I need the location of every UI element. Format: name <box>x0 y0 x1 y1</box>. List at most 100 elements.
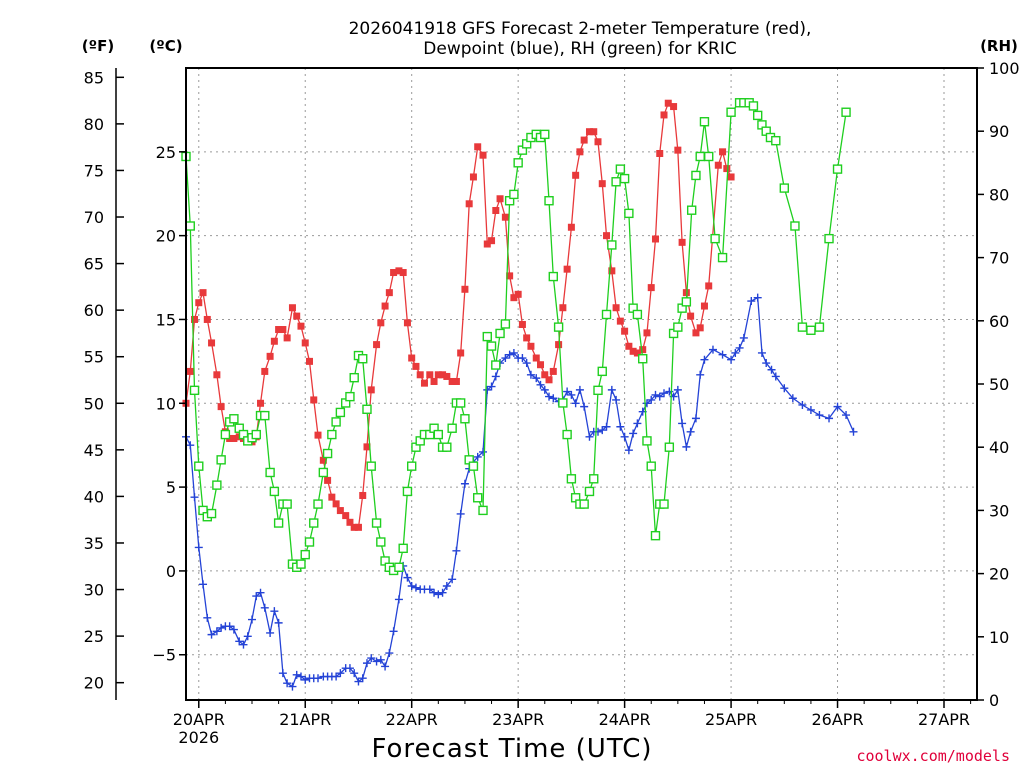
fahrenheit-tick-label: 70 <box>84 208 104 227</box>
rh-point <box>318 467 329 478</box>
dewpoint-point <box>350 669 359 678</box>
rh-point <box>216 455 226 465</box>
rh-point <box>642 436 652 446</box>
rh-point <box>619 173 630 184</box>
temperature-point <box>359 491 367 499</box>
temperature-point <box>664 99 672 107</box>
temperature-point <box>585 128 593 136</box>
temperature-point <box>621 327 629 335</box>
dewpoint-point <box>655 392 664 401</box>
rh-point <box>455 398 466 408</box>
dewpoint-point <box>407 582 416 591</box>
dewpoint-point <box>612 395 621 404</box>
temperature-point <box>448 377 456 385</box>
rh-point <box>212 480 222 490</box>
dewpoint-point <box>194 543 203 552</box>
rh-point <box>194 461 204 471</box>
dewpoint-point <box>647 395 656 404</box>
rh-point <box>331 417 341 427</box>
temperature-point <box>678 238 686 246</box>
temperature-point <box>390 269 398 277</box>
fahrenheit-tick-label: 55 <box>84 348 104 367</box>
unit-label-fahrenheit: (ºF) <box>82 37 114 55</box>
dewpoint-point <box>753 293 762 302</box>
dewpoint-point <box>501 354 510 363</box>
temperature-point <box>492 206 500 214</box>
dewpoint-point <box>620 432 629 441</box>
rh-point <box>593 385 603 396</box>
rh-point <box>468 461 479 471</box>
rh-point <box>664 442 675 452</box>
temperature-point <box>310 396 318 404</box>
temperature-point <box>408 354 416 362</box>
dewpoint-point <box>212 627 221 636</box>
rh-point <box>398 543 408 554</box>
rh-point <box>562 429 572 440</box>
dewpoint-point <box>509 348 518 357</box>
fahrenheit-tick-label: 20 <box>84 674 104 693</box>
celsius-tick-label: 15 <box>156 310 176 329</box>
dewpoint-point <box>700 355 709 364</box>
dewpoint-point <box>780 384 789 393</box>
temperature-point <box>381 302 389 310</box>
rh-point <box>686 205 697 215</box>
dewpoint-point <box>248 615 257 624</box>
temperature-point <box>199 289 207 297</box>
rh-point <box>376 537 386 547</box>
fahrenheit-tick-label: 60 <box>84 301 104 320</box>
temperature-point <box>567 223 575 231</box>
temperature-point <box>350 523 358 531</box>
temperature-point <box>549 367 557 375</box>
temperature-point <box>496 195 504 203</box>
rh-point <box>726 107 736 117</box>
temperature-point <box>488 237 496 245</box>
rh-point <box>699 117 710 127</box>
dewpoint-point <box>403 573 412 582</box>
rh-point <box>710 233 720 244</box>
dewpoint-point <box>385 649 394 658</box>
x-tick-label: 25APR <box>705 710 757 729</box>
dewpoint-point <box>686 427 695 436</box>
rh-point <box>460 414 470 424</box>
fahrenheit-tick-label: 30 <box>84 581 104 600</box>
rh-point <box>473 493 483 503</box>
dewpoint-point <box>842 411 851 420</box>
dewpoint-point <box>252 592 261 601</box>
temperature-point <box>660 111 668 119</box>
dewpoint-point <box>735 343 744 352</box>
temperature-point <box>629 347 637 355</box>
temperature-point <box>314 431 322 439</box>
temperature-point <box>510 294 518 302</box>
temperature-point <box>279 326 287 334</box>
temperature-point <box>363 443 371 451</box>
temperature-point <box>328 493 336 501</box>
temperature-point <box>208 339 216 347</box>
temperature-point <box>647 284 655 292</box>
dewpoint-point <box>448 575 457 584</box>
rh-point <box>814 322 825 332</box>
fahrenheit-tick-label: 50 <box>84 394 104 413</box>
temperature-point <box>443 372 451 380</box>
dewpoint-point <box>487 382 496 391</box>
dewpoint-point <box>452 546 461 555</box>
rh-point <box>632 309 643 320</box>
rh-point <box>189 385 200 396</box>
rh-point <box>790 221 800 231</box>
dewpoint-point <box>815 411 824 420</box>
dewpoint-point <box>545 392 554 401</box>
fahrenheit-tick-label: 75 <box>84 161 104 180</box>
dewpoint-point <box>217 623 226 632</box>
series-rh <box>181 98 851 576</box>
rh-point <box>482 331 492 342</box>
rh-point <box>442 442 452 452</box>
temperature-point <box>434 371 442 379</box>
dewpoint-point <box>731 348 740 357</box>
rh-point <box>597 366 607 377</box>
temperature-point <box>385 289 393 297</box>
rh-point <box>313 499 323 509</box>
dewpoint-point <box>411 583 420 592</box>
temperature-point <box>700 302 708 310</box>
dewpoint-point <box>624 446 633 455</box>
dewpoint-point <box>456 509 465 518</box>
